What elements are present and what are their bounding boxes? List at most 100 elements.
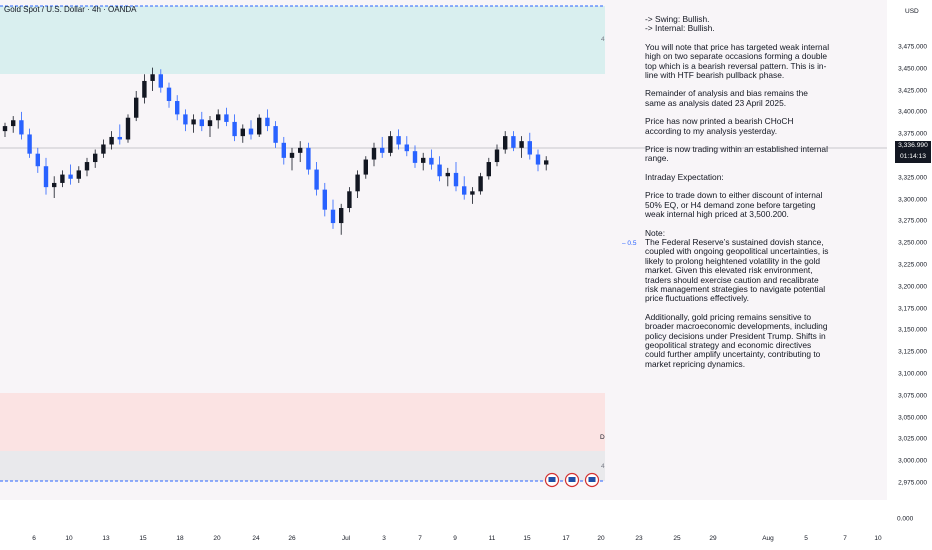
candle-body (511, 136, 516, 148)
note-paragraph-5: Intraday Expectation: (645, 171, 724, 182)
bottom-level-marker: 4 (601, 463, 605, 470)
demand-zone (0, 393, 605, 451)
date-axis-label: Aug (762, 535, 774, 542)
candle-body (445, 172, 450, 177)
candle-body (125, 117, 131, 140)
price-axis-label: 3,300.000 (898, 196, 927, 204)
price-axis-label: 3,475.000 (898, 43, 927, 51)
candle-body (339, 208, 344, 224)
candle-body (76, 170, 81, 179)
date-axis-label: 17 (562, 535, 570, 542)
price-axis-label: 3,175.000 (898, 305, 927, 313)
candle-body (2, 126, 8, 132)
candle-body (19, 120, 24, 135)
candle-body (478, 176, 483, 192)
candle-body (224, 114, 229, 122)
event-flag-icon (588, 477, 596, 482)
candle-body (527, 141, 532, 155)
candle-body (462, 186, 467, 195)
date-axis-label: 18 (176, 535, 184, 542)
candle-body (412, 151, 418, 163)
candle-body (158, 74, 163, 88)
candle-body (142, 80, 147, 98)
candle-body (117, 136, 122, 140)
price-axis-label: 3,075.000 (898, 392, 927, 400)
candle-body (355, 174, 360, 192)
price-axis[interactable]: 3,475.000 3,450.000 3,425.000 3,400.000 3,37… (887, 0, 932, 550)
candle-body (134, 97, 139, 118)
price-axis-label: 3,250.000 (898, 239, 927, 247)
candle-body (404, 144, 409, 152)
candle-body (519, 141, 524, 148)
date-axis-label: 10 (65, 535, 73, 542)
candle-body (27, 134, 32, 154)
candle-body (453, 172, 459, 187)
candle-body (330, 209, 336, 224)
date-axis-label: 9 (453, 535, 457, 542)
price-axis-label: 3,225.000 (898, 261, 927, 269)
candle-body (11, 120, 16, 127)
candle-body (199, 119, 204, 127)
candle-body (248, 128, 254, 135)
candle-body (109, 136, 114, 145)
candle-body (183, 114, 188, 125)
candle-body (306, 147, 311, 170)
candle-body (191, 119, 196, 125)
candle-body (232, 121, 237, 137)
note-paragraph-7: The Federal Reserve’s sustained dovish s… (645, 236, 829, 304)
candle-body (289, 152, 295, 158)
candle-body (84, 162, 90, 171)
candle-body (216, 114, 221, 121)
chart-pane[interactable] (0, 0, 887, 500)
eq-level-label: 0.5 (627, 240, 637, 247)
date-axis-label: 15 (139, 535, 147, 542)
date-axis-label: 20 (213, 535, 221, 542)
date-axis-label: 6 (32, 535, 36, 542)
candle-body (43, 166, 49, 188)
bar-countdown: 01:14:13 (899, 152, 927, 160)
price-axis-label: 3,450.000 (898, 65, 927, 73)
candle-body (273, 126, 278, 143)
demand-zone-lower (0, 451, 605, 481)
price-axis-label: 2,975.000 (898, 479, 927, 487)
price-axis-label: 3,150.000 (898, 326, 927, 334)
candle-body (380, 147, 385, 153)
candle-body (544, 160, 549, 165)
price-axis-label: 3,025.000 (898, 435, 927, 443)
date-axis-label: 3 (382, 535, 386, 542)
eq-level-marker: – 0.5 (622, 240, 637, 247)
candle-body (314, 169, 319, 190)
candle-body (535, 154, 541, 165)
note-paragraph-2: Remainder of analysis and bias remains t… (645, 88, 808, 108)
price-axis-label: 3,100.000 (898, 370, 927, 378)
currency-label: USD (905, 8, 919, 15)
candle-body (52, 182, 57, 188)
candle-body (68, 174, 73, 179)
note-internal: -> Internal: Bullish. (645, 23, 715, 34)
note-paragraph-1: You will note that price has targeted we… (645, 41, 830, 81)
date-axis-label: Jul (341, 535, 351, 542)
note-paragraph-6: Price to trade down to either discount o… (645, 190, 823, 220)
candle-body (486, 162, 491, 177)
candle-body (166, 87, 172, 102)
current-price-value: 3,336.990 (898, 142, 928, 149)
candle-body (265, 117, 270, 127)
price-axis-label: 3,375.000 (898, 130, 927, 138)
date-axis-label: 10 (874, 535, 882, 542)
candle-body (429, 157, 434, 165)
date-axis-label: 26 (288, 535, 296, 542)
candle-body (470, 191, 475, 195)
candle-body (437, 164, 442, 177)
price-chart[interactable] (0, 0, 887, 500)
candle-body (396, 136, 401, 145)
symbol-title[interactable]: Gold Spot / U.S. Dollar · 4h · OANDA (4, 5, 137, 14)
date-axis-label: 29 (709, 535, 717, 542)
price-axis-label: 3,425.000 (898, 87, 927, 95)
current-price-badge: 3,336.990 01:14:13 (895, 141, 931, 163)
time-axis[interactable] (0, 525, 887, 550)
price-axis-label: 3,200.000 (898, 283, 927, 291)
analysis-notes: -> Swing: Bullish. -> Internal: Bullish.… (645, 14, 830, 378)
price-axis-label: 3,000.000 (898, 457, 927, 465)
price-axis-label: 3,125.000 (898, 348, 927, 356)
date-axis-label: 5 (804, 535, 808, 542)
